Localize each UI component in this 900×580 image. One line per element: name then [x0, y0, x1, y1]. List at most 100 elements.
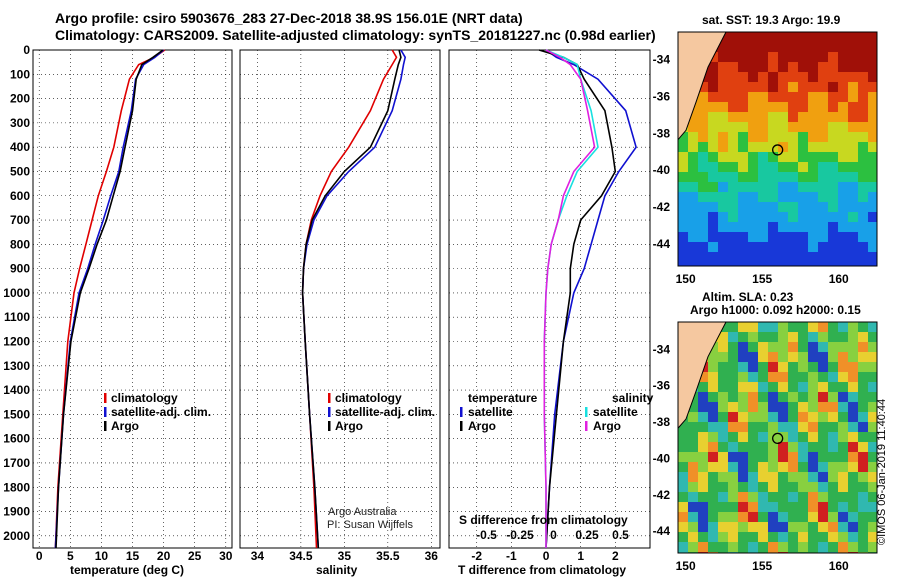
map-cell	[698, 122, 708, 132]
map-cell	[868, 252, 877, 262]
map-cell	[828, 72, 838, 82]
map-cell	[828, 372, 838, 382]
map-cell	[708, 372, 718, 382]
y-tick-label: 1300	[3, 359, 30, 373]
map-cell	[738, 352, 748, 362]
legend-label: climatology	[111, 391, 178, 405]
legend-swatch	[328, 421, 331, 431]
map-cell	[808, 342, 818, 352]
map-cell	[768, 362, 778, 372]
map-cell	[758, 92, 768, 102]
map-cell	[728, 512, 738, 522]
map-cell	[858, 502, 868, 512]
map-cell	[868, 352, 877, 362]
map-cell	[788, 192, 798, 202]
map-cell	[768, 542, 778, 552]
map-cell	[838, 142, 848, 152]
map-cell	[768, 182, 778, 192]
map-cell	[848, 142, 858, 152]
map-cell	[708, 202, 718, 212]
map-cell	[708, 472, 718, 482]
map-cell	[868, 322, 877, 332]
map-cell	[708, 512, 718, 522]
map-cell	[798, 402, 808, 412]
map-cell	[868, 72, 877, 82]
map-cell	[778, 442, 788, 452]
map-cell	[798, 232, 808, 242]
map-cell	[818, 62, 828, 72]
map-cell	[698, 152, 708, 162]
map-cell	[688, 522, 698, 532]
map-cell	[838, 442, 848, 452]
map-cell	[838, 232, 848, 242]
map-cell	[768, 122, 778, 132]
map-lat-tick: -42	[653, 488, 671, 502]
map-cell	[778, 332, 788, 342]
map-cell	[758, 402, 768, 412]
map-cell	[748, 92, 758, 102]
map-cell	[868, 412, 877, 422]
map-cell	[778, 342, 788, 352]
map-cell	[818, 232, 828, 242]
map-cell	[808, 352, 818, 362]
map-cell	[758, 152, 768, 162]
map-lat-tick: -34	[653, 342, 671, 356]
map-cell	[678, 262, 688, 266]
map-cell	[748, 102, 758, 112]
map-cell	[778, 262, 788, 266]
map-cell	[818, 462, 828, 472]
map-cell	[678, 192, 688, 202]
map-cell	[678, 142, 688, 152]
map-cell	[818, 42, 828, 52]
map-cell	[698, 512, 708, 522]
map-cell	[718, 452, 728, 462]
map-cell	[838, 52, 848, 62]
map-cell	[698, 82, 708, 92]
map-cell	[728, 482, 738, 492]
map-cell	[848, 72, 858, 82]
map-cell	[788, 522, 798, 532]
y-tick-label: 600	[10, 189, 30, 203]
map-cell	[738, 342, 748, 352]
map-cell	[758, 72, 768, 82]
map-cell	[688, 142, 698, 152]
map-cell	[868, 32, 877, 42]
x-tick-label: 20	[157, 549, 171, 563]
map-cell	[788, 52, 798, 62]
map-cell	[808, 242, 818, 252]
map-cell	[698, 432, 708, 442]
map-cell	[788, 182, 798, 192]
map-cell	[868, 202, 877, 212]
x2-tick-label: -0.25	[506, 528, 534, 542]
map-cell	[748, 212, 758, 222]
map-cell	[698, 102, 708, 112]
map-cell	[768, 462, 778, 472]
map-cell	[848, 32, 858, 42]
legend-label: satellite-adj. clim.	[111, 405, 211, 419]
map-cell	[768, 82, 778, 92]
map-cell	[778, 112, 788, 122]
map-cell	[768, 32, 778, 42]
map-cell	[848, 452, 858, 462]
map-cell	[718, 202, 728, 212]
x2-tick-label: -0.5	[476, 528, 497, 542]
map-cell	[858, 532, 868, 542]
map-cell	[788, 92, 798, 102]
map-cell	[868, 452, 877, 462]
map-cell	[728, 42, 738, 52]
map-cell	[818, 222, 828, 232]
map-cell	[828, 192, 838, 202]
map-cell	[678, 202, 688, 212]
map-cell	[688, 542, 698, 552]
legend-label: satellite	[468, 405, 513, 419]
map-cell	[768, 412, 778, 422]
map-cell	[738, 532, 748, 542]
y-tick-label: 700	[10, 213, 30, 227]
map-cell	[708, 252, 718, 262]
map-cell	[718, 212, 728, 222]
x-tick-label: 0	[36, 549, 43, 563]
map-cell	[848, 112, 858, 122]
map-cell	[678, 452, 688, 462]
map-cell	[778, 252, 788, 262]
map-cell	[818, 392, 828, 402]
